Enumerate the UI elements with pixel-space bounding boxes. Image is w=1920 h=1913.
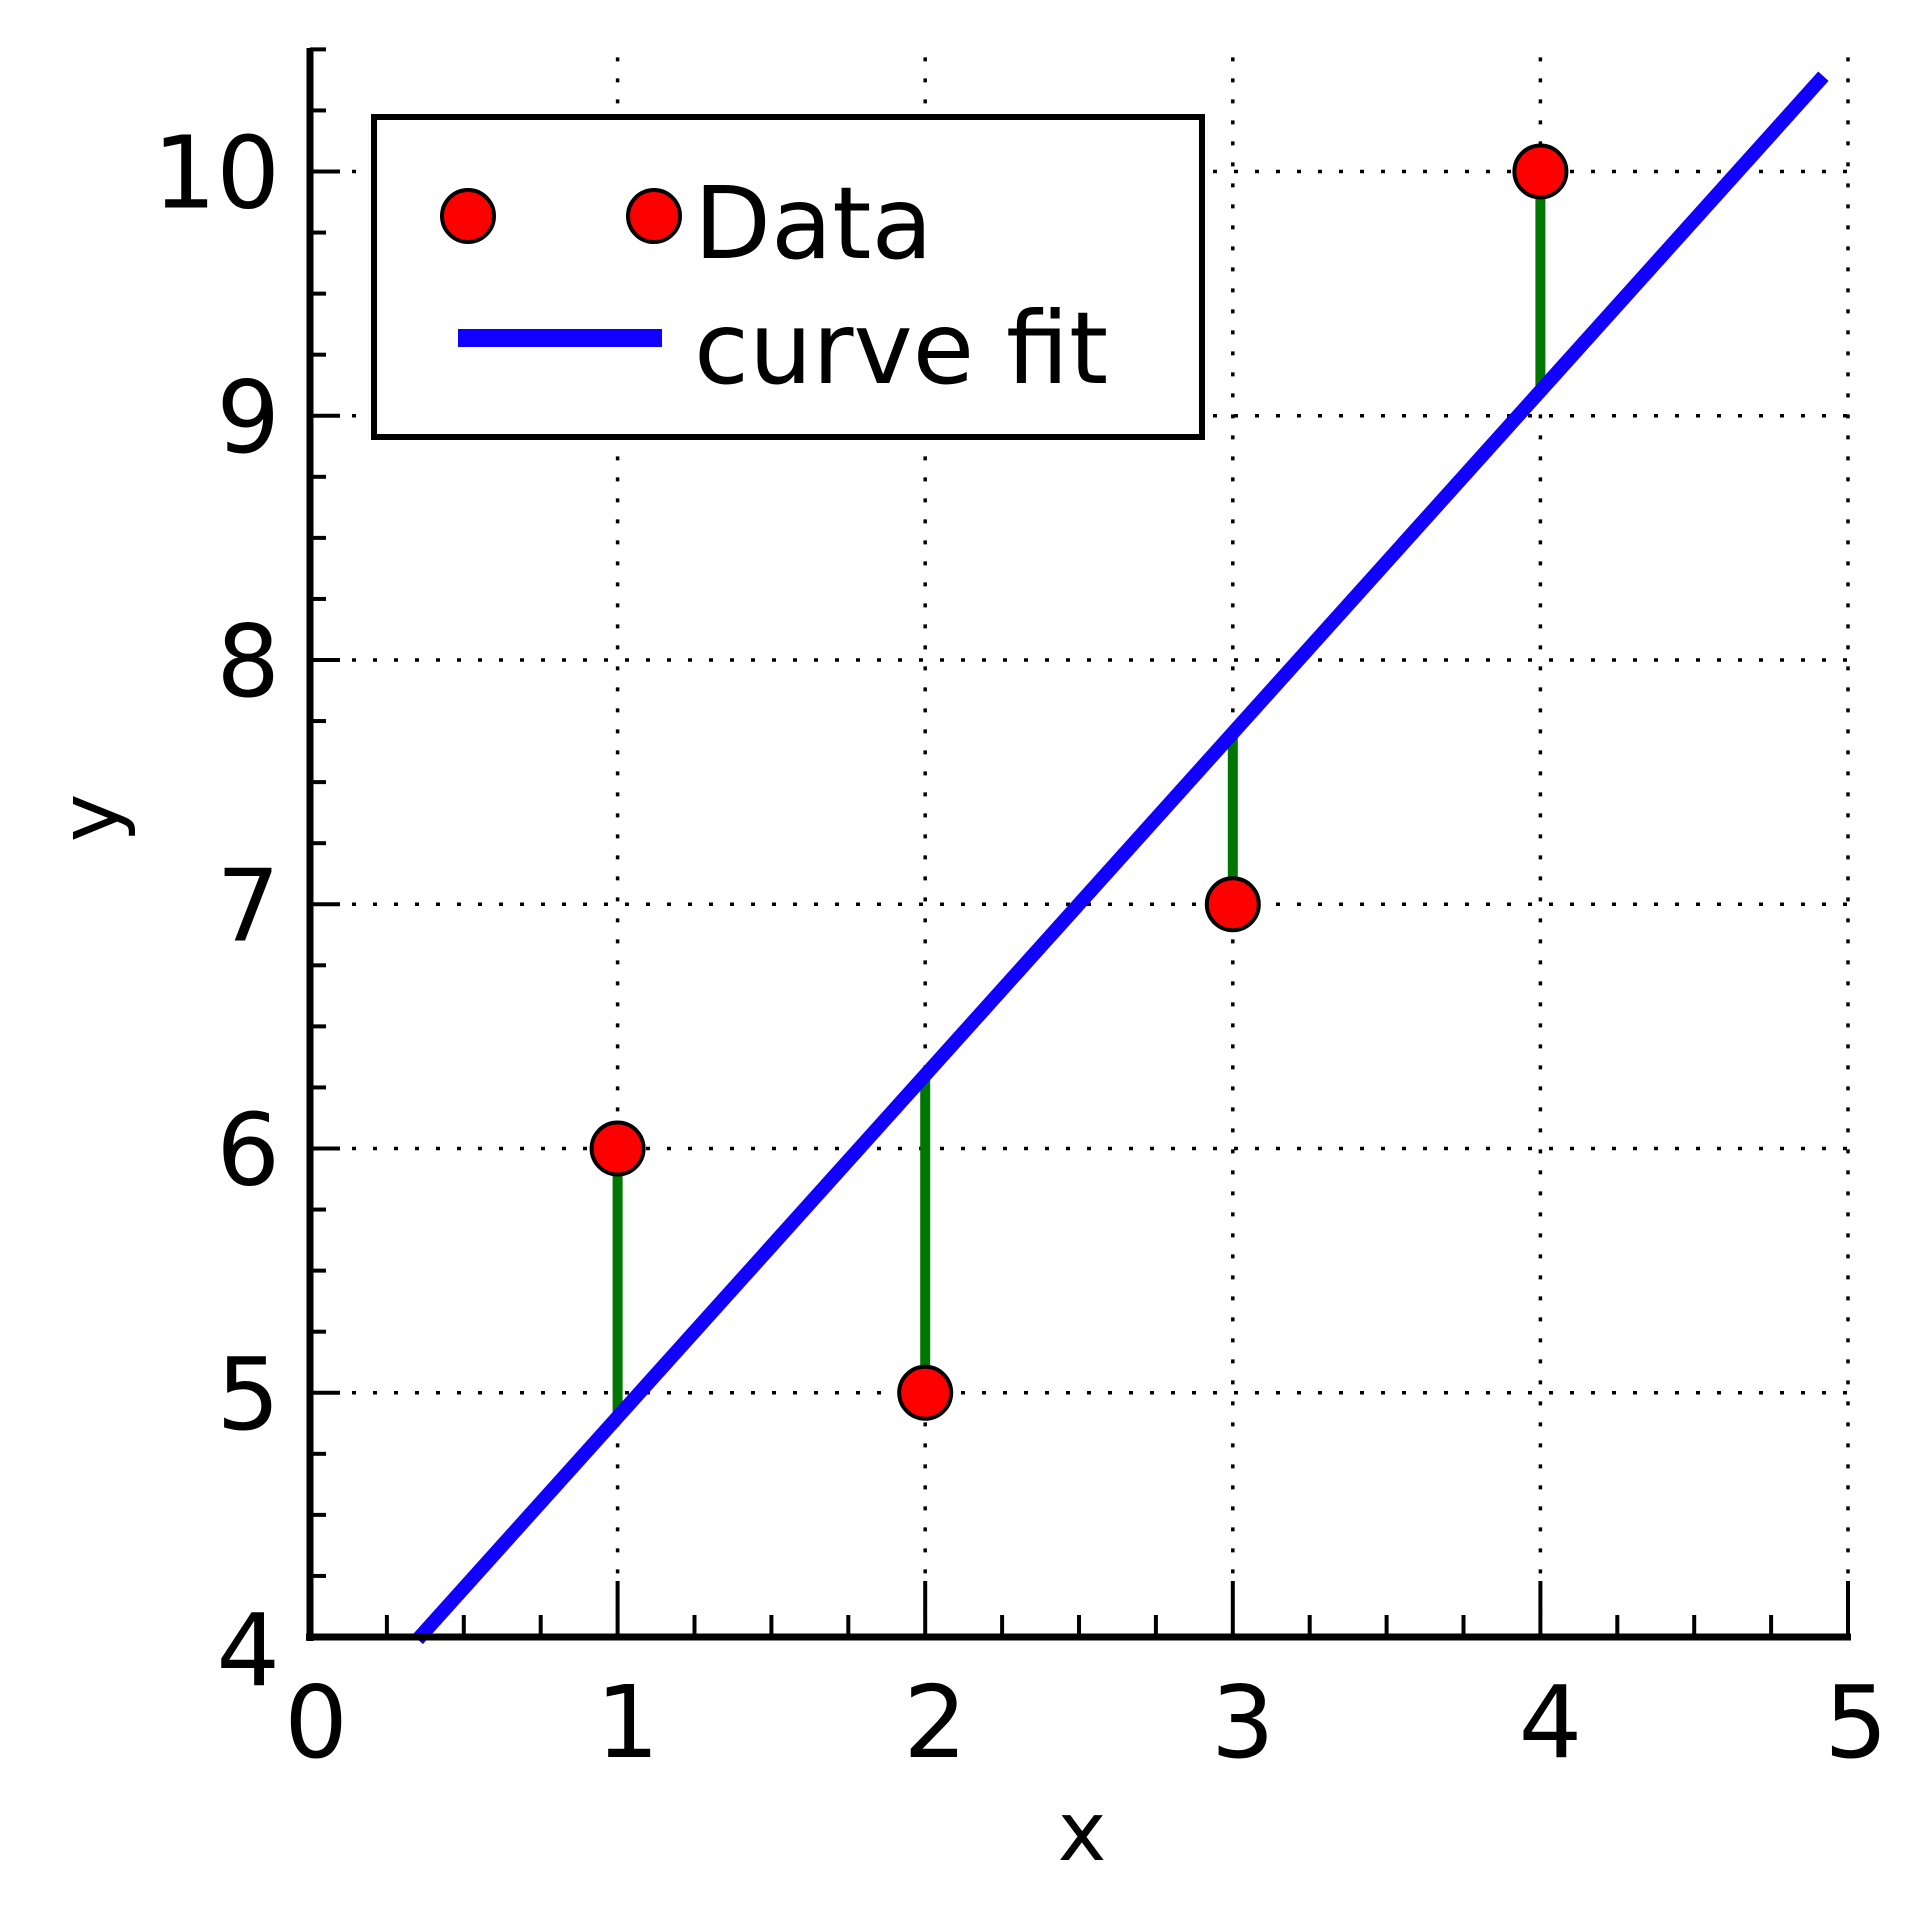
legend-fit-line-icon bbox=[458, 329, 662, 347]
legend-data-label: Data bbox=[694, 165, 933, 282]
x-tick-label: 0 bbox=[284, 1664, 348, 1781]
x-tick-label: 5 bbox=[1824, 1664, 1888, 1781]
residual-lines bbox=[612, 171, 1546, 1418]
y-tick-label: 7 bbox=[216, 847, 280, 964]
legend: Data curve fit bbox=[371, 114, 1205, 440]
y-tick-label: 10 bbox=[153, 115, 280, 232]
y-tick-label: 5 bbox=[216, 1336, 280, 1453]
data-point bbox=[1204, 876, 1261, 933]
y-tick-label: 4 bbox=[216, 1592, 280, 1709]
x-tick-label: 2 bbox=[903, 1664, 967, 1781]
x-tick-label: 4 bbox=[1519, 1664, 1583, 1781]
data-point bbox=[897, 1364, 954, 1421]
y-tick-label: 6 bbox=[216, 1092, 280, 1209]
data-point bbox=[1512, 143, 1569, 200]
y-tick-label: 9 bbox=[216, 359, 280, 476]
tick-labels: 0 1 2 3 4 5 4 5 6 7 8 9 10 bbox=[153, 115, 1888, 1782]
data-points bbox=[589, 143, 1569, 1421]
legend-fit-label: curve fit bbox=[694, 290, 1108, 407]
grid-lines bbox=[310, 57, 1850, 1637]
x-tick-label: 3 bbox=[1211, 1664, 1275, 1781]
curve-fit-line bbox=[412, 71, 1829, 1645]
y-axis-label: y bbox=[43, 794, 138, 843]
legend-data-marker-icon bbox=[626, 188, 682, 244]
legend-box bbox=[371, 114, 1205, 440]
legend-data-marker-icon bbox=[440, 188, 496, 244]
axes bbox=[306, 47, 1851, 1641]
data-point bbox=[589, 1120, 646, 1177]
curve-fit-line bbox=[412, 71, 1829, 1645]
x-axis-label: x bbox=[1058, 1785, 1107, 1880]
y-tick-label: 8 bbox=[216, 603, 280, 720]
x-tick-label: 1 bbox=[596, 1664, 660, 1781]
